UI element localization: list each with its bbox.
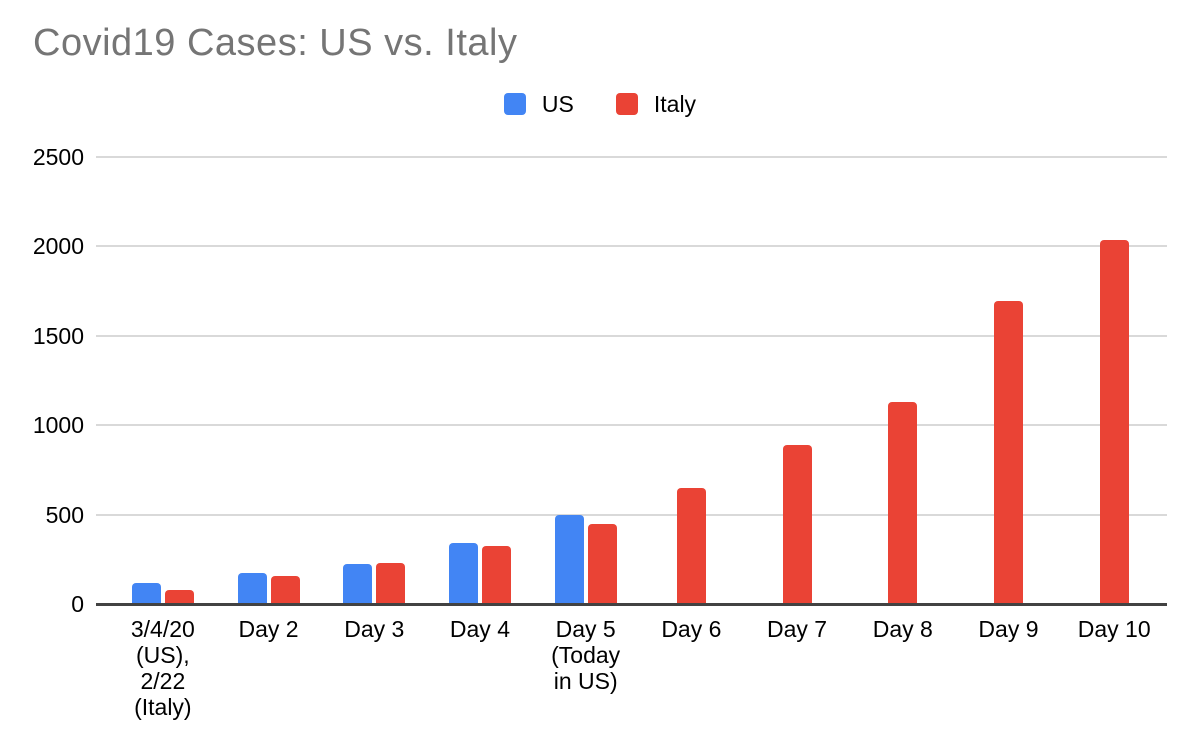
y-tick-label-1000: 1000 xyxy=(32,412,84,439)
us-legend-swatch-icon xyxy=(503,93,526,115)
x-tick-label-5: Day 5 (Today in US) xyxy=(551,616,621,694)
bar-italy-3 xyxy=(376,563,406,604)
x-tick-label-7: Day 7 xyxy=(767,616,828,642)
x-tick-label-8: Day 8 xyxy=(872,616,933,642)
bar-italy-1 xyxy=(164,589,194,604)
legend-label-italy: Italy xyxy=(653,90,697,117)
bar-italy-6 xyxy=(676,487,706,604)
legend-item-us: US xyxy=(503,90,574,118)
bar-italy-10 xyxy=(1099,239,1129,604)
gridline-1000 xyxy=(96,424,1167,427)
gridline-2500 xyxy=(96,156,1167,158)
x-tick-label-4: Day 4 xyxy=(449,616,510,642)
bar-group-9 xyxy=(956,157,1062,604)
gridline-1500 xyxy=(96,334,1167,337)
y-tick-label-0: 0 xyxy=(71,591,84,617)
bar-group-4 xyxy=(427,157,533,604)
bar-group-7 xyxy=(744,157,850,604)
bar-group-2 xyxy=(216,157,322,604)
gridline-500 xyxy=(96,513,1167,516)
x-tick-label-9: Day 9 xyxy=(978,616,1039,642)
legend-label-us: US xyxy=(541,90,574,117)
bar-italy-2 xyxy=(270,576,300,604)
x-tick-label-3: Day 3 xyxy=(344,616,405,642)
bar-italy-5 xyxy=(587,524,617,604)
x-axis: 3/4/20 (US), 2/22 (Italy) Day 2 Day 3 Day 4… xyxy=(110,616,1167,720)
y-tick-label-2500: 2500 xyxy=(32,144,84,170)
y-axis: 0 500 1000 1500 2000 2500 xyxy=(0,144,84,617)
bars-area xyxy=(110,157,1167,604)
y-tick-label-2000: 2000 xyxy=(32,233,84,260)
bar-group-8 xyxy=(850,157,956,604)
bar-group-10 xyxy=(1061,157,1167,604)
gridline-2000 xyxy=(96,245,1167,248)
legend: US Italy xyxy=(0,91,1200,117)
bar-italy-8 xyxy=(888,402,918,604)
bar-group-5 xyxy=(533,157,639,604)
bar-us-2 xyxy=(237,572,267,604)
italy-legend-swatch-icon xyxy=(615,93,638,115)
legend-item-italy: Italy xyxy=(615,90,697,118)
bar-us-4 xyxy=(448,543,478,604)
bar-us-1 xyxy=(131,582,161,604)
bar-us-3 xyxy=(343,563,373,604)
y-tick-label-1500: 1500 xyxy=(32,322,84,349)
bar-group-6 xyxy=(639,157,745,604)
bar-italy-9 xyxy=(993,301,1023,604)
y-tick-label-500: 500 xyxy=(45,501,84,528)
x-tick-label-10: Day 10 xyxy=(1077,616,1151,642)
chart-title: Covid19 Cases: US vs. Italy xyxy=(33,22,518,64)
bar-group-3 xyxy=(321,157,427,604)
x-tick-label-1: 3/4/20 (US), 2/22 (Italy) xyxy=(130,616,195,720)
x-tick-label-6: Day 6 xyxy=(661,616,722,642)
bar-italy-7 xyxy=(782,445,812,604)
bar-us-5 xyxy=(554,514,584,604)
x-axis-line xyxy=(96,603,1167,606)
x-tick-label-2: Day 2 xyxy=(238,616,299,642)
bar-italy-4 xyxy=(481,546,511,604)
bar-group-1 xyxy=(110,157,216,604)
plot-area xyxy=(96,156,1167,606)
